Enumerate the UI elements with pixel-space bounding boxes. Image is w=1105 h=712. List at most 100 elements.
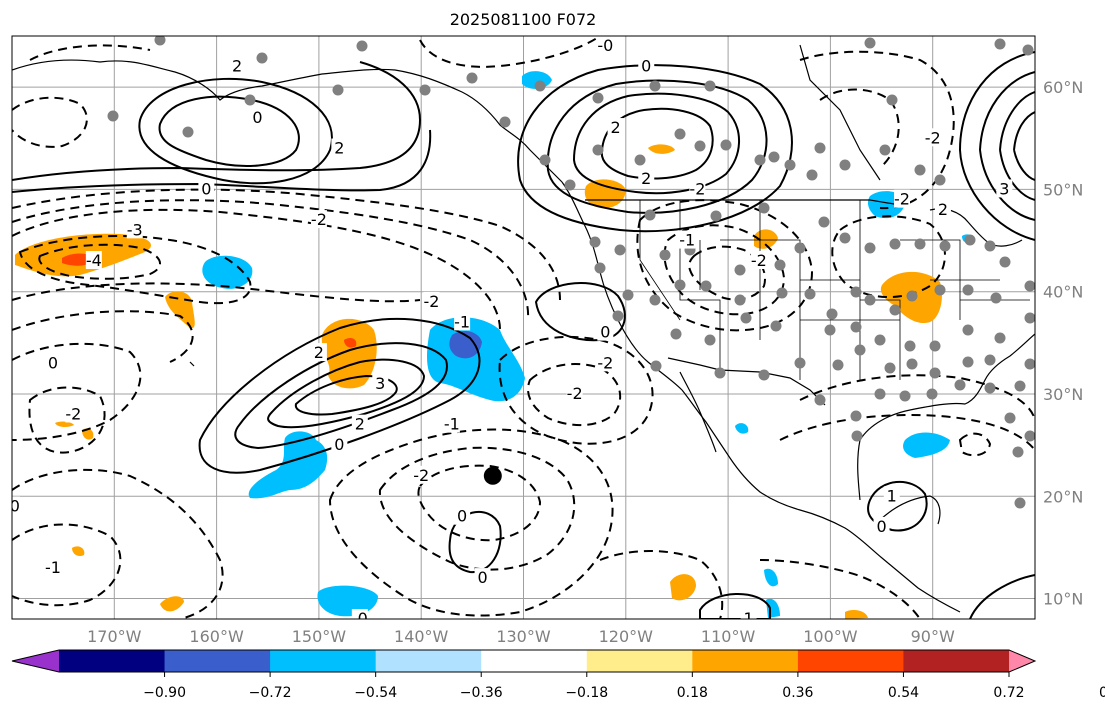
contour-label-bg xyxy=(638,169,655,188)
contour-label-bg xyxy=(924,128,941,147)
contour-line-dashed xyxy=(328,428,614,617)
station-dot xyxy=(818,216,830,228)
station-dot xyxy=(622,289,634,301)
hawaii xyxy=(189,361,195,367)
colorbar-bins xyxy=(12,650,1035,672)
map-title: 2025081100 F072 xyxy=(450,10,597,29)
lon-tick-label: 90°W xyxy=(911,627,955,646)
contour-label: -0 xyxy=(352,609,368,628)
anomaly-patch xyxy=(248,431,328,499)
contour-label: 0 xyxy=(600,323,610,342)
lon-tick-label: 140°W xyxy=(394,627,449,646)
contour-label-bg xyxy=(750,251,767,270)
contour-label-bg xyxy=(740,609,757,619)
station-dot xyxy=(994,332,1006,344)
contour-label-bg xyxy=(883,486,900,505)
station-dot xyxy=(714,367,726,379)
station-dot xyxy=(758,202,770,214)
station-dot xyxy=(644,209,656,221)
colorbar-bin xyxy=(59,650,166,672)
anomaly-patch xyxy=(55,421,74,428)
contour-label-bg xyxy=(873,516,890,535)
contour-label-bg xyxy=(566,383,583,402)
station-dot xyxy=(154,36,166,46)
anomaly-patch xyxy=(202,255,253,289)
contour-line-dashed xyxy=(12,282,421,303)
longitude-tick-labels: 170°W 160°W 150°W 140°W 130°W 120°W 110°W 100°W… xyxy=(87,627,955,646)
contour-line xyxy=(534,282,626,342)
station-dot xyxy=(499,116,511,128)
colorbar-extend-high xyxy=(1009,650,1035,672)
lon-tick-label: 110°W xyxy=(701,627,756,646)
contour-label-bg xyxy=(597,353,614,372)
anomaly-patch xyxy=(648,144,675,154)
station-dot xyxy=(592,92,604,104)
lat-tick-label: 60°N xyxy=(1043,78,1083,97)
station-dot xyxy=(929,340,941,352)
station-dot xyxy=(854,344,866,356)
station-dot xyxy=(1024,430,1035,442)
contour-label-bg xyxy=(423,291,440,310)
station-dot xyxy=(650,360,662,372)
anomaly-patch xyxy=(764,568,778,587)
station-dot xyxy=(999,256,1011,268)
lon-tick-label: 160°W xyxy=(189,627,244,646)
station-dot xyxy=(107,110,119,122)
contour-line xyxy=(517,64,793,233)
contour-label-bg xyxy=(607,118,624,137)
anomaly-patch xyxy=(160,596,184,612)
contour-line-dashed xyxy=(378,446,576,571)
contour-line xyxy=(12,61,422,181)
colorbar-tick-label: −0.54 xyxy=(354,685,397,701)
station-dot xyxy=(906,290,918,302)
lon-tick-label: 170°W xyxy=(87,627,142,646)
contour-label-bg xyxy=(597,322,614,341)
contour-label: -2 xyxy=(311,210,327,229)
station-dot xyxy=(832,359,844,371)
station-dot xyxy=(814,394,826,406)
station-dot xyxy=(839,159,851,171)
contour-line-dashed xyxy=(12,523,122,607)
station-dot xyxy=(1014,380,1026,392)
colorbar-tick-labels: −0.90 −0.72 −0.54 −0.36 −0.18 0.18 0.36 0.54 0.7… xyxy=(143,672,1105,701)
contour-line xyxy=(158,95,300,167)
station-dot xyxy=(614,244,626,256)
contour-line-dashed xyxy=(958,432,992,457)
contour-label: 0 xyxy=(477,568,487,587)
contour-label: -1 xyxy=(45,558,61,577)
station-dot xyxy=(589,236,601,248)
station-dot xyxy=(804,288,816,300)
station-dot xyxy=(774,259,786,271)
contour-label-bg xyxy=(351,414,368,433)
station-dot xyxy=(182,126,194,138)
lat-tick-label: 40°N xyxy=(1043,283,1083,302)
station-dot xyxy=(700,280,712,292)
lon-tick-label: 130°W xyxy=(496,627,551,646)
contour-label-bg xyxy=(44,557,61,576)
station-dot xyxy=(939,240,951,252)
map-panel: 2020-3-4-2-2-12320-1-2-2-200-1-2-000022-… xyxy=(11,35,1036,628)
anomaly-patch xyxy=(584,179,626,209)
station-dot xyxy=(962,324,974,336)
station-dot xyxy=(720,139,732,151)
station-dot xyxy=(1014,497,1026,509)
station-dot xyxy=(564,179,576,191)
station-dot xyxy=(874,388,886,400)
station-dot xyxy=(851,430,863,442)
contour-label: 0 xyxy=(457,507,467,526)
colorbar-bin xyxy=(481,650,588,672)
contour-label: -1 xyxy=(454,312,470,331)
colorbar-bin xyxy=(797,650,904,672)
colorbar-tick-label: 0.90 xyxy=(1099,685,1105,701)
contour-label-bg xyxy=(454,506,471,525)
station-dot xyxy=(929,367,941,379)
station-dot xyxy=(694,140,706,152)
contour-line-dashed xyxy=(498,335,654,445)
station-dot xyxy=(899,390,911,402)
state-borders xyxy=(639,200,1030,380)
contour-line-dashed xyxy=(799,50,955,210)
contour-label: 2 xyxy=(355,415,365,434)
colorbar-tick-label: 0.54 xyxy=(888,685,919,701)
station-dot xyxy=(990,292,1002,304)
